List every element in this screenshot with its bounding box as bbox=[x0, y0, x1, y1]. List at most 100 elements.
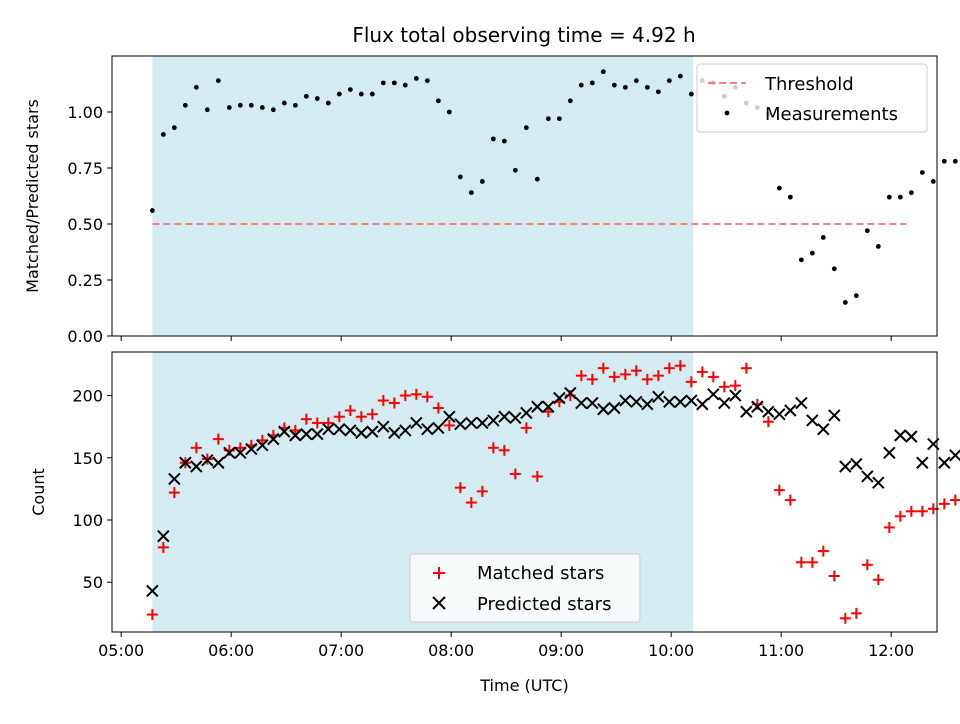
predicted-star-point bbox=[344, 424, 357, 437]
measurement-point bbox=[479, 179, 485, 184]
y-tick-label: 1.00 bbox=[67, 103, 103, 122]
predicted-star-point bbox=[157, 529, 170, 543]
matched-star-point bbox=[674, 360, 686, 372]
matched-star-point bbox=[949, 494, 960, 506]
matched-star-point bbox=[619, 368, 631, 380]
y-tick-label: 0.25 bbox=[67, 271, 103, 290]
predicted-star-point bbox=[190, 460, 203, 473]
predicted-star-point bbox=[938, 456, 951, 469]
predicted-star-point bbox=[443, 410, 456, 423]
predicted-star-point bbox=[641, 398, 654, 411]
matched-star-point bbox=[839, 612, 851, 624]
matched-star-point bbox=[322, 417, 334, 429]
measurement-point bbox=[149, 208, 155, 213]
predicted-star-point bbox=[432, 421, 445, 435]
measurement-point bbox=[369, 91, 375, 97]
count-points bbox=[146, 360, 960, 624]
legend-matched-label: Matched stars bbox=[477, 563, 604, 584]
matched-star-point bbox=[399, 390, 411, 402]
predicted-star-point bbox=[850, 457, 863, 471]
measurement-point bbox=[512, 167, 518, 173]
predicted-star-point bbox=[311, 427, 324, 441]
bottom-subplot: 50 100 150 200 05:00 06:00 07:00 08:00 09:00 10:… bbox=[29, 351, 960, 695]
predicted-star-point bbox=[806, 414, 819, 427]
predicted-star-point bbox=[839, 460, 852, 473]
matched-star-point bbox=[762, 416, 774, 428]
predicted-star-point bbox=[289, 429, 302, 442]
measurement-point bbox=[523, 125, 529, 131]
measurement-point bbox=[952, 158, 958, 164]
predicted-star-point bbox=[740, 405, 753, 418]
y-tick-label: 150 bbox=[72, 449, 103, 468]
measurement-point bbox=[930, 179, 936, 184]
measurement-point bbox=[446, 109, 452, 115]
measurement-point bbox=[688, 91, 694, 97]
predicted-star-point bbox=[487, 414, 500, 427]
legend-predicted-label: Predicted stars bbox=[477, 594, 611, 615]
matched-star-point bbox=[916, 505, 928, 517]
measurement-point bbox=[611, 82, 617, 88]
bottom-y-axis-label: Count bbox=[29, 468, 48, 516]
predicted-star-point bbox=[564, 386, 577, 400]
measurement-point bbox=[842, 300, 848, 305]
predicted-star-point bbox=[245, 442, 258, 456]
legend-measurements-label: Measurements bbox=[765, 104, 898, 125]
predicted-star-point bbox=[608, 401, 621, 415]
predicted-star-point bbox=[553, 391, 566, 405]
predicted-star-point bbox=[520, 406, 533, 420]
measurement-point bbox=[248, 102, 254, 108]
matched-star-point bbox=[872, 574, 884, 586]
measurement-point bbox=[358, 91, 364, 97]
observing-window-shading bbox=[152, 56, 694, 336]
measurement-point bbox=[831, 266, 837, 272]
x-axis-label: Time (UTC) bbox=[479, 676, 568, 695]
predicted-star-point bbox=[861, 470, 874, 483]
matched-star-point bbox=[190, 442, 202, 454]
matched-star-point bbox=[883, 521, 895, 533]
matched-star-point bbox=[817, 545, 829, 557]
top-x-ticks bbox=[120, 336, 892, 341]
measurement-point bbox=[633, 78, 639, 84]
x-tick-label: 06:00 bbox=[208, 641, 254, 660]
matched-star-point bbox=[630, 365, 642, 377]
top-legend: Threshold Measurements bbox=[696, 63, 928, 133]
matched-star-point bbox=[355, 411, 367, 423]
predicted-star-point bbox=[256, 439, 269, 452]
top-subplot: Flux total observing time = 4.92 h 0.000… bbox=[23, 23, 958, 346]
bottom-legend: Matched stars Predicted stars bbox=[409, 553, 641, 623]
measurement-point bbox=[908, 190, 914, 196]
matched-star-point bbox=[740, 362, 752, 374]
matched-star-point bbox=[795, 556, 807, 568]
matched-star-point bbox=[894, 510, 906, 522]
measurement-point bbox=[457, 174, 463, 180]
predicted-star-point bbox=[234, 446, 247, 460]
measurement-points bbox=[149, 69, 958, 305]
predicted-star-point bbox=[410, 416, 423, 430]
measurement-point bbox=[325, 100, 331, 106]
predicted-star-point bbox=[355, 426, 368, 440]
measurement-point bbox=[941, 158, 947, 164]
measurement-point bbox=[567, 98, 573, 104]
predicted-star-point bbox=[795, 396, 808, 410]
measurement-point bbox=[336, 91, 342, 97]
predicted-star-point bbox=[399, 424, 412, 437]
matched-star-point bbox=[432, 402, 444, 414]
measurement-point bbox=[897, 194, 903, 200]
measurement-point bbox=[215, 78, 221, 84]
predicted-star-point bbox=[388, 426, 401, 440]
measurement-point bbox=[380, 80, 386, 86]
predicted-star-point bbox=[872, 476, 885, 489]
predicted-star-point bbox=[454, 417, 467, 431]
legend-matched-swatch bbox=[433, 567, 445, 579]
matched-star-point bbox=[850, 607, 862, 619]
matched-star-point bbox=[443, 419, 455, 431]
legend-predicted-swatch bbox=[432, 596, 446, 610]
y-tick-label: 100 bbox=[72, 511, 103, 530]
x-tick-label: 05:00 bbox=[98, 641, 144, 660]
measurement-point bbox=[270, 107, 276, 113]
matched-star-point bbox=[641, 373, 653, 385]
measurement-point bbox=[182, 102, 188, 108]
x-tick-label: 11:00 bbox=[758, 641, 804, 660]
predicted-star-point bbox=[465, 416, 478, 430]
